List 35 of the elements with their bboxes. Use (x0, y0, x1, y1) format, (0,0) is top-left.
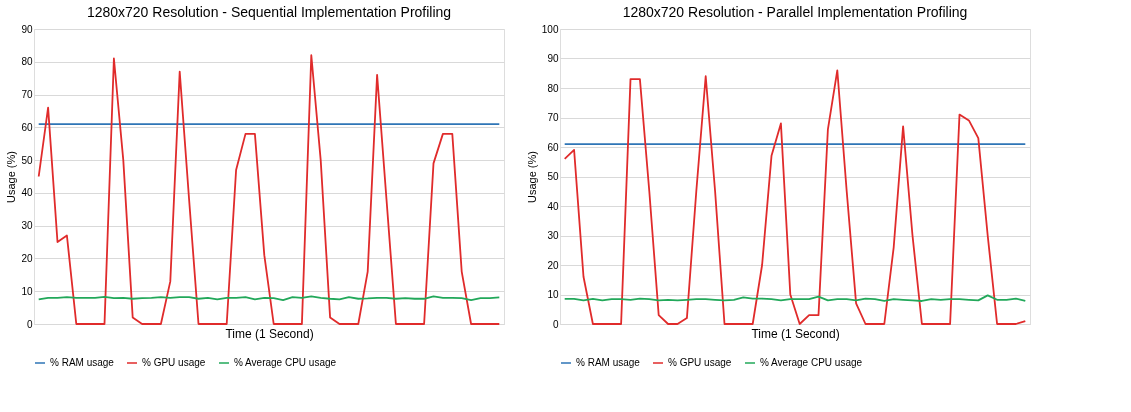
y-tick-label: 20 (547, 259, 559, 271)
y-tick-label: 50 (21, 154, 33, 166)
legend-label: % Average CPU usage (760, 357, 863, 368)
y-tick-label: 90 (21, 23, 33, 35)
y-tick-label: 40 (21, 187, 33, 199)
legend-label: % Average CPU usage (234, 357, 337, 368)
y-tick-label: 20 (21, 252, 33, 264)
y-tick-label: 30 (21, 220, 33, 232)
y-tick-label: 70 (21, 89, 33, 101)
y-tick-label: 10 (21, 285, 33, 297)
y-tick-label: 90 (547, 53, 559, 64)
y-tick-label: 100 (541, 23, 559, 35)
y-tick-label: 50 (547, 171, 559, 182)
y-tick-label: 80 (547, 82, 559, 94)
y-tick-label: 70 (547, 112, 559, 123)
chart-title: 1280x720 Resolution - Sequential Implementation Profiling (86, 4, 452, 20)
y-tick-label: 40 (547, 200, 559, 212)
chart-title: 1280x720 Resolution - Parallel Implementation Profiling (622, 4, 968, 20)
x-axis-title: Time (1 Second) (225, 326, 314, 341)
legend-label: % RAM usage (50, 357, 115, 368)
legend-label: % GPU usage (668, 357, 732, 368)
y-tick-label: 80 (21, 56, 33, 68)
line-series (37, 54, 501, 325)
legend-label: % RAM usage (576, 357, 641, 368)
y-tick-label: 60 (21, 121, 33, 133)
line-series (563, 69, 1027, 325)
legend-label: % GPU usage (142, 357, 206, 368)
y-tick-label: 0 (552, 318, 559, 330)
y-axis-title: Usage (%) (525, 151, 538, 203)
x-axis-title: Time (1 Second) (751, 326, 840, 341)
y-tick-label: 10 (547, 289, 559, 300)
y-tick-label: 0 (26, 318, 33, 330)
y-axis-title: Usage (%) (5, 151, 18, 203)
y-tick-label: 30 (547, 230, 559, 241)
y-tick-label: 60 (547, 141, 559, 153)
